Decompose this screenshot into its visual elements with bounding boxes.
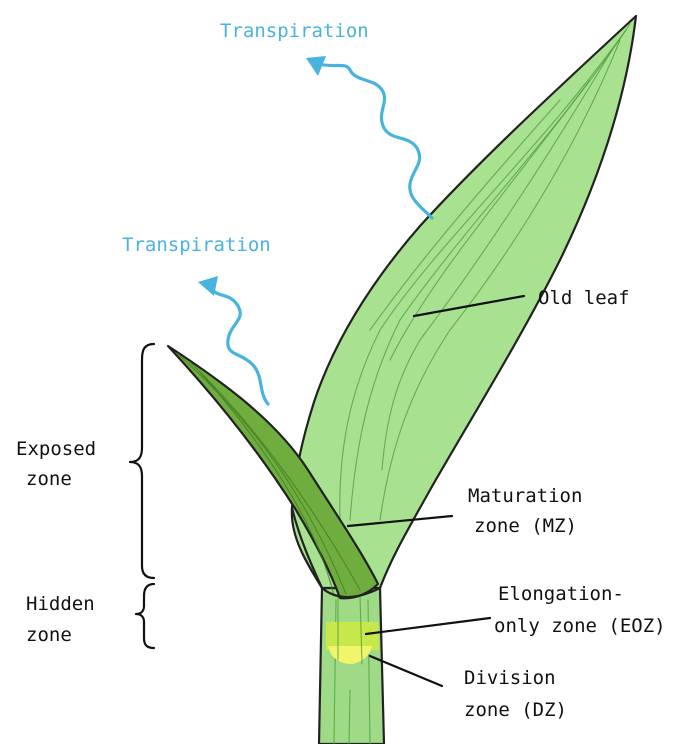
hidden-zone-brace <box>136 584 154 648</box>
hidden-zone-label-line2: zone <box>26 624 72 646</box>
exposed-zone-label-line1: Exposed <box>16 438 96 460</box>
transpiration-label-lower: Transpiration <box>122 234 271 256</box>
exposed-zone-label-line2: zone <box>26 468 72 490</box>
stem <box>319 588 384 744</box>
maturation-zone-label-line2: zone (MZ) <box>474 515 577 537</box>
division-zone-label-line2: zone (DZ) <box>464 699 567 721</box>
transpiration-arrow-upper <box>306 56 432 218</box>
maturation-zone-label-line1: Maturation <box>468 485 582 507</box>
transpiration-label-upper: Transpiration <box>220 20 369 42</box>
division-zone-label-line1: Division <box>464 667 556 689</box>
hidden-zone-label-line1: Hidden <box>26 593 95 615</box>
exposed-zone-brace <box>130 344 154 578</box>
elongation-zone-leader <box>366 618 490 634</box>
elongation-zone-label-line2: only zone (EOZ) <box>494 615 666 637</box>
elongation-only-zone-band <box>326 622 379 650</box>
elongation-zone-label-line1: Elongation- <box>498 583 624 605</box>
old-leaf-label: Old leaf <box>538 287 630 309</box>
